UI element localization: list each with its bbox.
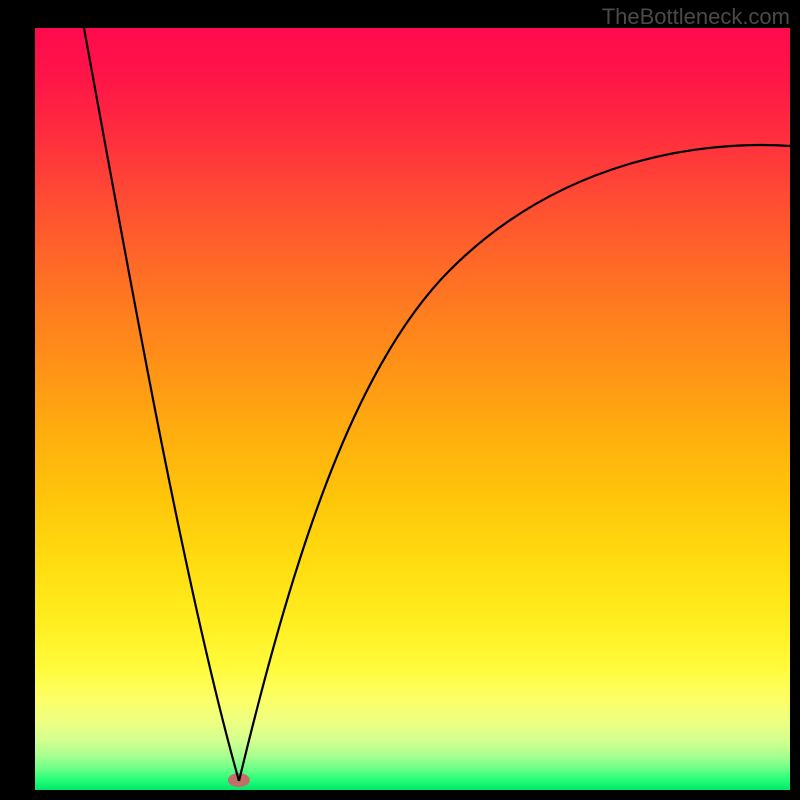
bottleneck-chart: TheBottleneck.com	[0, 0, 800, 800]
chart-svg	[0, 0, 800, 800]
plot-background	[35, 28, 790, 790]
watermark-text: TheBottleneck.com	[602, 4, 790, 30]
